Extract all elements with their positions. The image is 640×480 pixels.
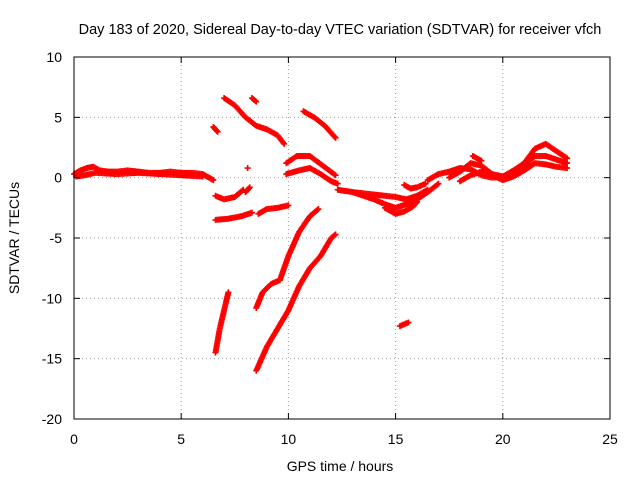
series-arc-g [242,184,253,196]
series-arc-f [244,165,251,172]
data-point [285,202,292,209]
data-point [331,133,338,140]
data-point [478,157,485,164]
y-tick-label: -20 [42,411,62,427]
data-point [245,185,252,192]
series-arc-k [253,231,339,374]
x-tick-label: 25 [602,431,618,447]
data-point [434,181,441,188]
data-point [210,177,217,184]
data-point [422,180,429,187]
y-tick-label: 0 [54,170,62,186]
data-point [315,206,322,213]
series-arc-h [255,202,292,217]
series-arc-c [212,209,255,223]
data-point [252,97,259,104]
x-tick-label: 20 [495,431,511,447]
data-point [564,165,571,172]
series-arc-e [248,95,260,105]
series-arc-v [456,160,571,185]
grid-lines [74,57,610,419]
series-arc-m [283,152,339,179]
series-arc-q [381,198,421,217]
x-tick-label: 10 [281,431,297,447]
x-axis-label: GPS time / hours [287,458,394,474]
series-arc-u [446,152,571,181]
data-points [71,95,571,374]
series-arc-n [283,165,341,187]
data-point [332,172,339,179]
data-point [334,180,341,187]
y-tick-label: 10 [46,49,62,65]
x-tick-label: 0 [70,431,78,447]
y-axis-label: SDTVAR / TECUs [6,182,22,294]
series-arc-baseline-low [73,169,206,180]
data-point [248,209,255,216]
series-arc-d [221,95,288,147]
data-point [199,173,206,180]
data-point [213,127,220,134]
series-arc-a [210,123,221,135]
data-point [405,319,412,326]
data-point [332,134,339,141]
data-point [314,206,321,213]
series-arc-s [396,319,412,330]
series-arc-w [469,152,485,164]
data-point [244,165,251,172]
y-tick-label: -5 [50,230,63,246]
data-point [225,289,232,296]
y-tick-label: -15 [42,351,62,367]
x-tick-label: 15 [388,431,404,447]
series-arc-j [253,206,322,311]
data-point [246,184,253,191]
y-tick-label: 5 [54,109,62,125]
data-point [332,231,339,238]
series-arc-i [212,289,232,356]
data-point [331,171,338,178]
data-point [253,98,260,105]
chart-title: Day 183 of 2020, Sidereal Day-to-day VTE… [79,22,602,38]
data-point [414,198,421,205]
data-point [562,154,569,161]
y-tick-label: -10 [42,290,62,306]
x-tick-label: 5 [177,431,185,447]
data-point [413,199,420,206]
series-arc-p [349,180,442,211]
data-point [214,128,221,135]
data-point [281,140,288,147]
series-arc-r [401,180,429,192]
series-arc-b [212,186,247,203]
series-arc-l [300,108,339,141]
data-point [331,232,338,239]
axis-ticks: 0 5 10 15 20 25 10 5 0 -5 -10 -15 -20 [42,49,618,447]
data-point [435,180,442,187]
